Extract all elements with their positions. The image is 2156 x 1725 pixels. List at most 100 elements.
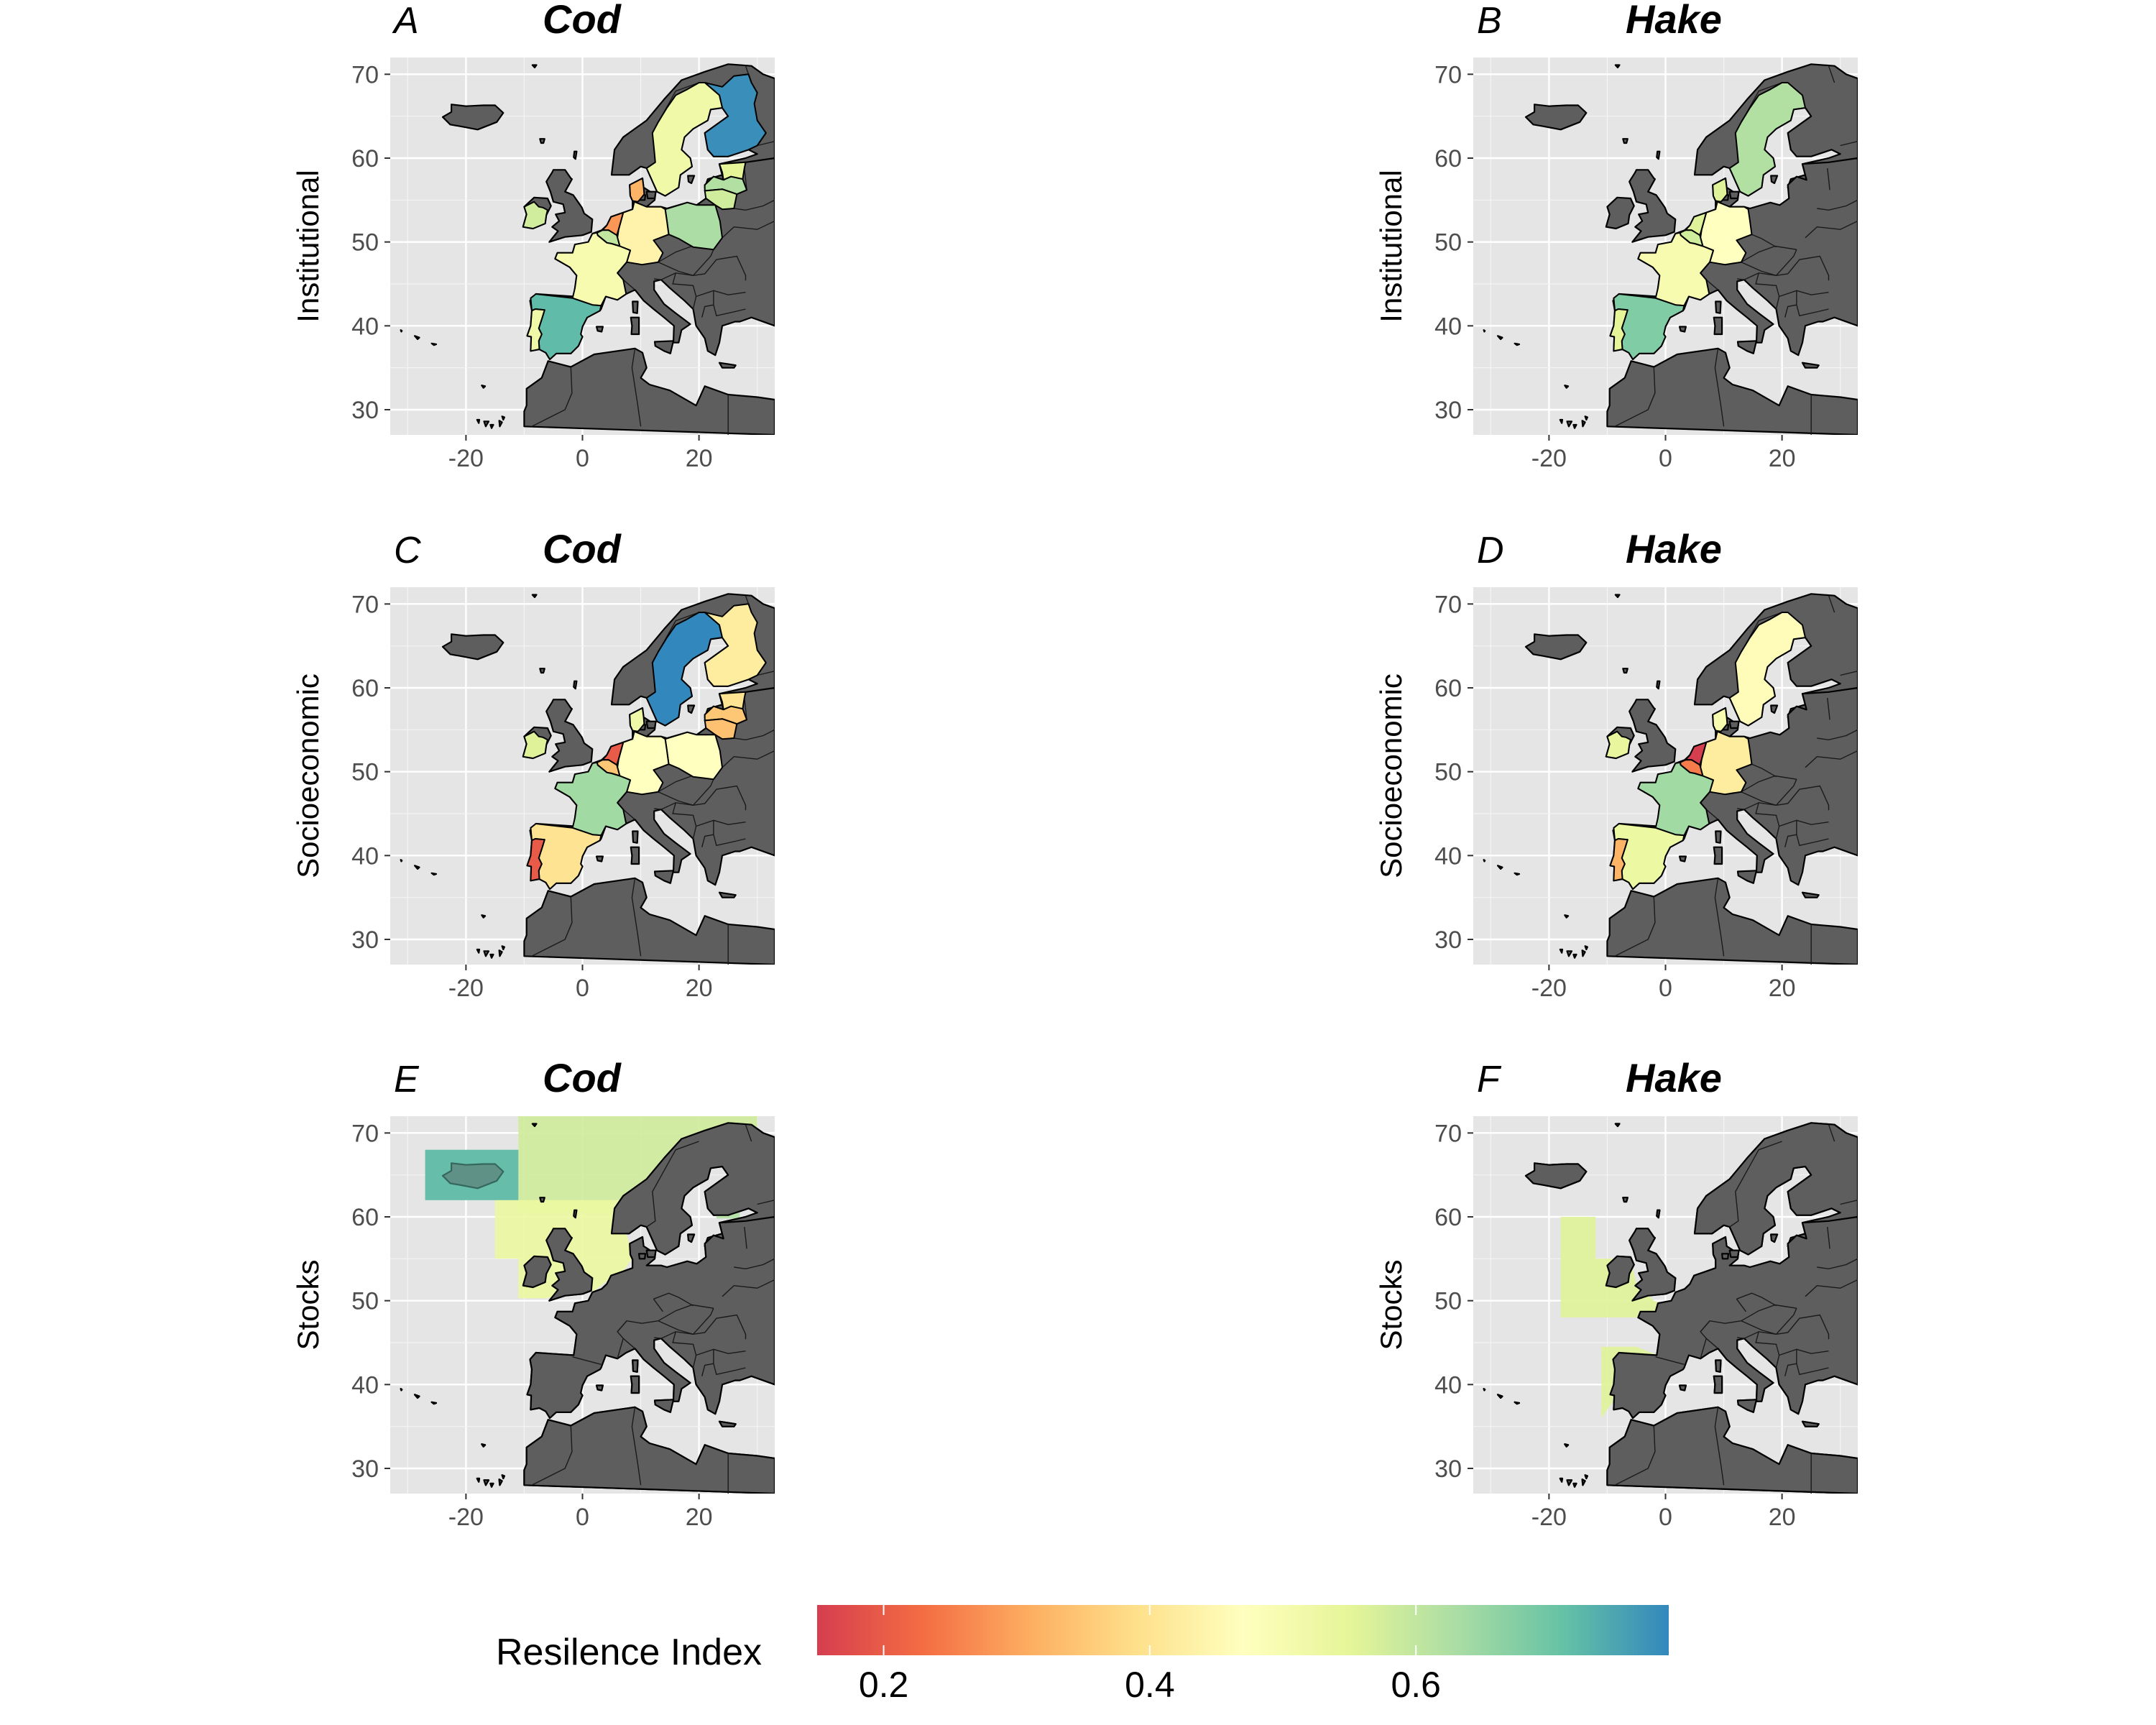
land-polygon [1572, 423, 1577, 429]
land-polygon [523, 877, 775, 965]
land-polygon [1566, 950, 1573, 957]
country-border [672, 272, 697, 297]
land-polygon-overlay [498, 1478, 503, 1486]
panel-title: Cod [543, 526, 622, 571]
country-border [658, 1304, 714, 1322]
country-border [722, 1279, 775, 1297]
axes: -20 0 20 70 60 50 40 30 [351, 1120, 712, 1531]
country-border [701, 1363, 714, 1376]
land-polygon-overlay [1614, 1123, 1621, 1128]
land-polygon-overlay [1496, 1394, 1503, 1399]
country-border [654, 785, 747, 811]
country-border [744, 697, 747, 720]
land-polygon-overlay [1656, 1209, 1661, 1219]
x-tick-label: 0 [1659, 975, 1672, 1002]
map-area [1483, 63, 1858, 435]
country-border [1714, 1407, 1725, 1486]
land-polygon-overlay [1564, 1443, 1570, 1448]
land-polygon [1524, 633, 1588, 661]
country-border [672, 802, 697, 827]
country-border [654, 255, 747, 281]
panel-letter: B [1477, 0, 1502, 42]
y-axis-label: Institutional [1374, 170, 1408, 322]
land-polygon [573, 680, 578, 690]
land-polygon [1581, 420, 1586, 428]
land-polygon [1564, 914, 1570, 919]
land-polygon-overlay [653, 1399, 675, 1413]
x-tick-label: 20 [686, 975, 713, 1002]
legend-title: Resilence Index [496, 1632, 762, 1673]
stock-area-north-box [518, 1116, 757, 1213]
country-portugal [1609, 838, 1628, 882]
x-tick-label: 20 [1769, 1504, 1796, 1531]
y-tick-label: 70 [351, 591, 379, 618]
land-polygon [1728, 720, 1740, 730]
panel-c: C Cod Socioeconomic -20 0 20 70 60 50 40 30 [291, 526, 775, 1002]
panel-a: A Cod Institutional -20 0 20 70 60 50 40 30 [291, 0, 775, 472]
land-polygon-overlay [1770, 1233, 1779, 1243]
land-polygon-overlay [1609, 1215, 1858, 1420]
country-portugal [1609, 308, 1628, 352]
x-tick-label: 20 [686, 1504, 713, 1531]
country-border [1655, 1356, 1685, 1365]
y-axis-label: Institutional [291, 170, 325, 322]
country-border [1817, 1258, 1858, 1270]
country-ireland [522, 730, 548, 759]
x-tick-label: -20 [1531, 1504, 1567, 1531]
country-border [653, 1298, 663, 1312]
land-polygon [1770, 175, 1779, 185]
country-france [1637, 231, 1714, 307]
axes: -20 0 20 70 60 50 40 30 [1434, 591, 1795, 1002]
stock-area-iceland-tint [425, 1149, 519, 1200]
country-border [1784, 1363, 1797, 1376]
country-border [631, 1407, 642, 1486]
y-tick-label: 30 [351, 926, 379, 954]
land-polygon [545, 169, 594, 243]
land-polygon-overlay [1524, 1162, 1588, 1190]
land-polygon [476, 418, 481, 424]
country-denmark [1712, 178, 1728, 203]
land-polygon-overlay [1728, 1249, 1740, 1259]
land-polygon [718, 362, 737, 369]
y-tick-label: 30 [1434, 397, 1462, 424]
x-tick-label: 20 [1769, 445, 1796, 472]
panel-letter: A [392, 0, 419, 42]
panel-title: Hake [1626, 526, 1722, 571]
country-border [1827, 697, 1830, 720]
country-border [1827, 1226, 1830, 1249]
land-polygon [430, 872, 438, 876]
land-polygon [1628, 699, 1677, 773]
country-portugal [526, 838, 545, 882]
land-polygon [595, 326, 604, 333]
land-polygon [1622, 668, 1628, 674]
land-polygon-overlay [1736, 1399, 1758, 1413]
country-border [631, 878, 642, 957]
y-tick-label: 70 [1434, 591, 1462, 618]
land-polygon [1572, 953, 1577, 959]
land-polygon [1581, 949, 1586, 957]
country-border [722, 750, 775, 768]
country-border [1805, 220, 1858, 239]
country-border [617, 1320, 627, 1333]
land-polygon-overlay [1628, 1228, 1677, 1302]
land-polygon [1606, 877, 1858, 965]
y-axis-label: Socioeconomic [1374, 673, 1408, 878]
y-tick-label: 40 [1434, 1371, 1462, 1399]
x-tick-label: -20 [1531, 445, 1567, 472]
land-polygon-overlay [413, 1394, 420, 1399]
land-polygon-overlay [632, 1359, 639, 1373]
country-border [713, 819, 746, 825]
y-tick-label: 60 [351, 1204, 379, 1231]
country-border [713, 290, 746, 295]
land-polygon [489, 423, 494, 429]
land-polygon [1566, 420, 1573, 428]
y-tick-label: 60 [1434, 1204, 1462, 1231]
land-polygon-overlay [531, 1123, 538, 1128]
country-border [1817, 199, 1858, 211]
country-finland [704, 603, 767, 687]
land-polygon [1605, 196, 1635, 230]
land-polygon-overlay [1584, 1474, 1588, 1480]
country-denmark [1712, 707, 1728, 732]
x-tick-label: 0 [1659, 1504, 1672, 1531]
land-polygon-overlay [526, 1215, 775, 1420]
